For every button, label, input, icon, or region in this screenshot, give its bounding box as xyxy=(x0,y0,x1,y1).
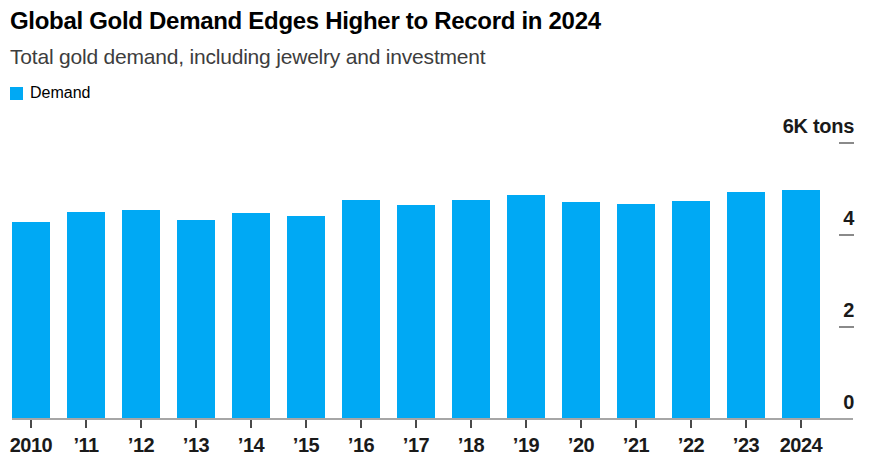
bar-19 xyxy=(507,195,545,419)
bar-17 xyxy=(397,205,435,419)
x-axis-tick xyxy=(250,419,252,428)
bar-12 xyxy=(122,210,160,419)
bar-2010 xyxy=(12,222,50,419)
y-axis-tick-label: 4 xyxy=(734,207,854,229)
y-axis-tick-label: 2 xyxy=(734,299,854,321)
y-axis-tick-label: 6K tons xyxy=(734,115,854,137)
x-axis-tick xyxy=(360,419,362,428)
y-axis-tick-mark xyxy=(839,142,854,144)
x-axis-tick xyxy=(745,419,747,428)
y-axis-tick-mark xyxy=(839,326,854,328)
bar-chart: 2010’11’12’13’14’15’16’17’18’19’20’21’22… xyxy=(0,0,880,465)
x-axis-tick xyxy=(140,419,142,428)
bar-21 xyxy=(617,204,655,419)
bar-16 xyxy=(342,200,380,419)
x-axis-label: 2024 xyxy=(766,434,836,457)
x-axis-tick xyxy=(800,419,802,428)
x-axis-tick xyxy=(195,419,197,428)
x-axis-tick xyxy=(470,419,472,428)
bar-13 xyxy=(177,220,215,419)
bar-22 xyxy=(672,201,710,419)
x-axis-tick xyxy=(85,419,87,428)
bar-15 xyxy=(287,216,325,419)
bar-20 xyxy=(562,202,600,419)
x-axis-tick xyxy=(415,419,417,428)
x-axis-tick xyxy=(635,419,637,428)
x-axis-tick xyxy=(30,419,32,428)
bar-11 xyxy=(67,212,105,419)
x-axis-tick xyxy=(525,419,527,428)
bar-18 xyxy=(452,200,490,419)
y-axis-tick-label: 0 xyxy=(734,391,854,413)
y-axis-tick-mark xyxy=(839,234,854,236)
x-axis-line xyxy=(12,418,853,420)
x-axis-tick xyxy=(580,419,582,428)
x-axis-tick xyxy=(690,419,692,428)
chart-panel: Global Gold Demand Edges Higher to Recor… xyxy=(0,0,880,465)
x-axis-tick xyxy=(305,419,307,428)
bar-14 xyxy=(232,213,270,419)
